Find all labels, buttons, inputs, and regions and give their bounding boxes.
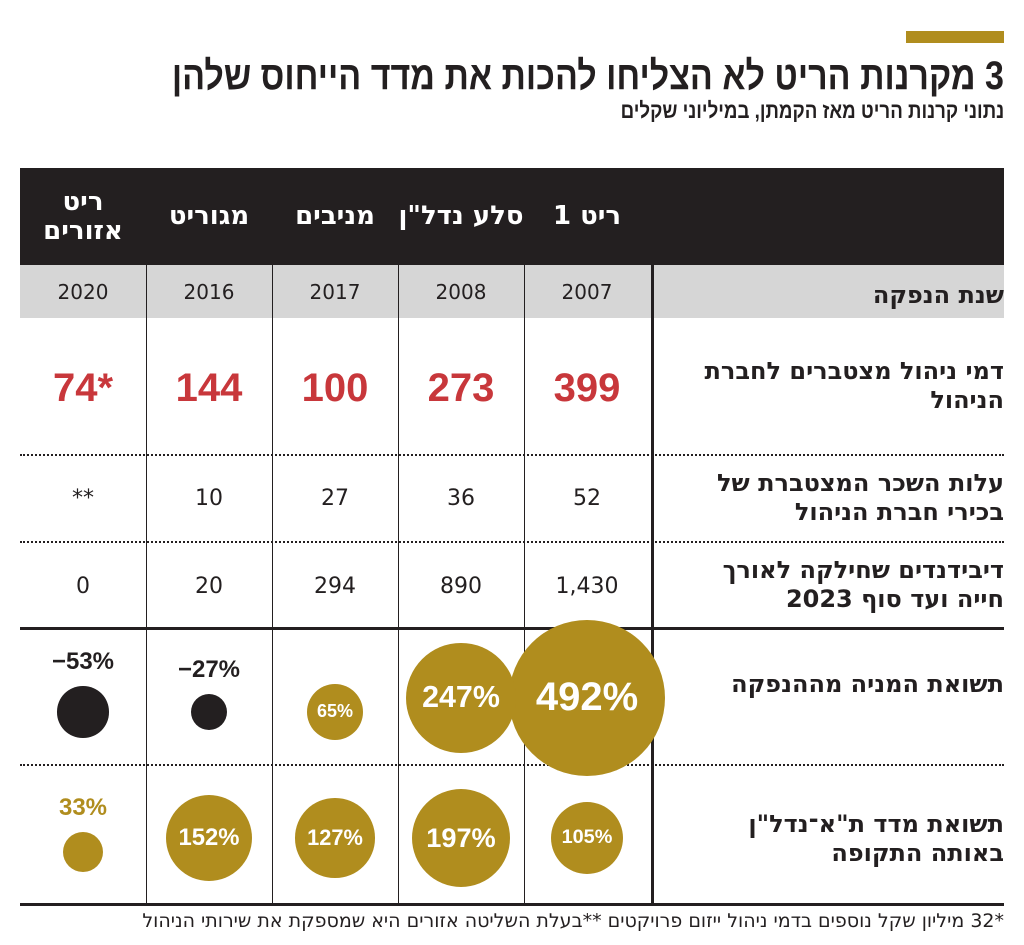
return-label: 152% (178, 823, 240, 851)
accent-bar (906, 31, 1004, 43)
column-header: מניבים (295, 201, 375, 232)
return-label: 247% (422, 680, 500, 715)
row-label-stock-return: תשואת המניה מההנפקה (731, 670, 1004, 698)
return-label: 197% (426, 821, 496, 853)
return-label: −53% (51, 648, 115, 676)
stock-return-circle: 247% (405, 642, 517, 754)
return-label: −27% (177, 655, 241, 683)
fees-value: 74* (52, 366, 114, 410)
salary-value: 36 (447, 486, 475, 511)
row-label-index-return: תשואת מדד ת"א־נדל"ן באותה התקופה (748, 810, 1004, 867)
index-return-circle: 127% (295, 798, 375, 878)
index-return-circle (62, 831, 104, 873)
header-row (20, 168, 1004, 265)
title: 3 מקרנות הריט לא הצליחו להכות את מדד היי… (171, 54, 1004, 98)
divider (20, 903, 1004, 906)
row-label-dividends: דיבידנדים שחילקה לאורך חייה ועד סוף 2023 (722, 556, 1004, 613)
fees-value: 100 (301, 366, 369, 410)
label-divider (651, 168, 654, 905)
row-label-fees: דמי ניהול מצטברים לחברת הניהול (704, 357, 1004, 414)
fees-value: 144 (175, 366, 243, 410)
return-label: 105% (561, 826, 613, 849)
column-header: סלע נדל"ן (398, 201, 524, 232)
footnote: *32 מיליון שקל נוספים בדמי ניהול ייזום פ… (142, 910, 1004, 932)
return-label: 65% (316, 701, 353, 722)
year-cell: 2008 (435, 279, 487, 304)
column-header: ריט 1 (552, 201, 622, 232)
column-divider (398, 168, 399, 905)
subtitle: נתוני קרנות הריט מאז הקמתן, במיליוני שקל… (620, 98, 1004, 123)
return-label: 33% (58, 793, 108, 821)
divider (20, 764, 1004, 766)
stock-return-circle: 492% (508, 619, 666, 777)
index-return-circle: 152% (165, 794, 253, 882)
index-return-circle: 105% (550, 801, 624, 875)
year-cell: 2016 (183, 279, 235, 304)
fees-value: 273 (427, 366, 495, 410)
fees-value: 399 (553, 366, 621, 410)
salary-value: ** (72, 486, 94, 511)
stock-return-circle (190, 693, 228, 731)
salary-value: 10 (195, 486, 223, 511)
salary-value: 27 (321, 486, 349, 511)
row-label-salary: עלות השכר המצטברת של בכירי חברת הניהול (717, 469, 1004, 526)
dividend-value: 1,430 (555, 574, 619, 599)
salary-value: 52 (573, 486, 601, 511)
stock-return-circle: 65% (306, 683, 364, 741)
row-label-year: שנת הנפקה (872, 281, 1004, 309)
dividend-value: 890 (440, 574, 482, 599)
return-label: 127% (307, 824, 363, 850)
dividend-value: 20 (195, 574, 223, 599)
column-divider (272, 168, 273, 905)
column-header: ריט אזורים (43, 186, 123, 246)
dividend-value: 0 (76, 574, 90, 599)
year-cell: 2017 (309, 279, 361, 304)
divider (20, 454, 1004, 456)
index-return-circle: 197% (411, 788, 511, 888)
year-row (20, 265, 1004, 318)
stock-return-circle (57, 686, 109, 738)
year-cell: 2020 (57, 279, 109, 304)
column-divider (524, 168, 525, 905)
column-header: מגוריט (168, 201, 250, 232)
divider (20, 541, 1004, 543)
column-divider (146, 168, 147, 905)
dividend-value: 294 (314, 574, 356, 599)
divider (20, 627, 1004, 630)
year-cell: 2007 (561, 279, 613, 304)
return-label: 492% (535, 675, 639, 720)
